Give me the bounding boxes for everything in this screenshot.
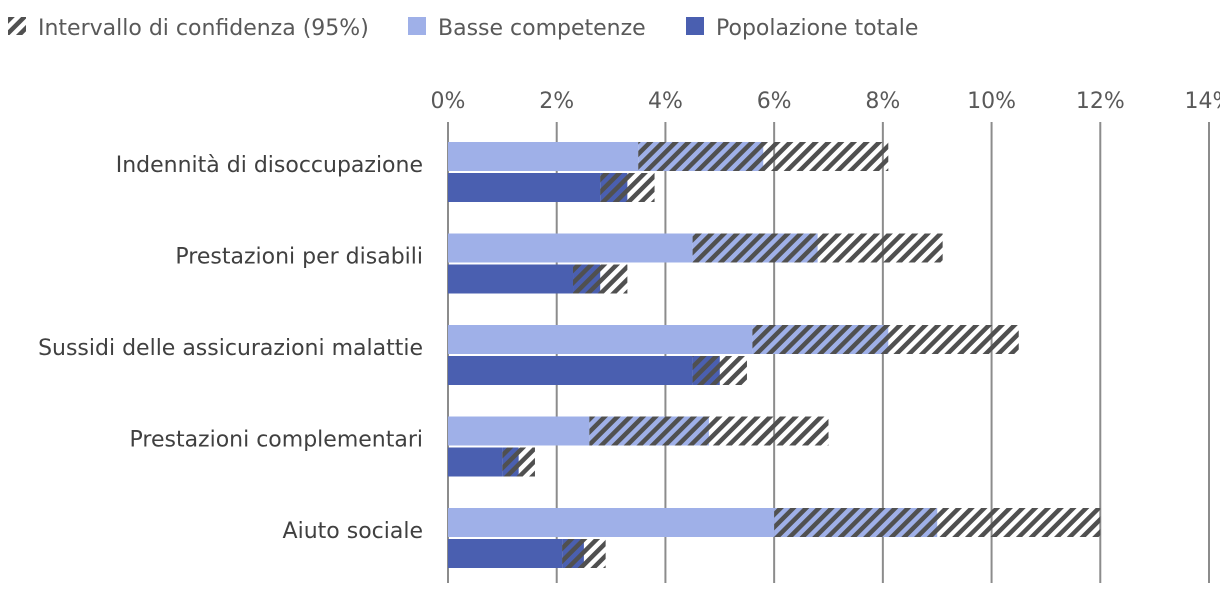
x-tick-label-8: 8%	[865, 89, 900, 114]
x-tick-label-12: 12%	[1076, 89, 1125, 114]
legend-swatch-basse-competenze	[408, 17, 426, 35]
legend: Intervallo di confidenza (95%) Basse com…	[8, 16, 918, 41]
x-tick-label-2: 2%	[539, 89, 574, 114]
confidence-interval-popolazione-totale-sussidi-assicurazioni-malattie	[692, 356, 747, 385]
category-label-aiuto-sociale: Aiuto sociale	[283, 519, 423, 544]
x-tick-label-14: 14%	[1185, 89, 1220, 114]
legend-label-confidence-interval: Intervallo di confidenza (95%)	[38, 16, 369, 41]
bar-basse-competenze-prestazioni-complementari	[448, 416, 590, 446]
bar-basse-competenze-prestazioni-disabili	[448, 233, 693, 263]
bar-basse-competenze-indennita-disoccupazione	[448, 142, 639, 171]
x-tick-label-4: 4%	[648, 89, 683, 114]
bar-popolazione-totale-prestazioni-complementari	[448, 447, 503, 477]
bar-basse-competenze-aiuto-sociale	[448, 508, 775, 537]
legend-swatch-popolazione-totale	[686, 17, 704, 35]
bar-popolazione-totale-aiuto-sociale	[448, 539, 563, 568]
confidence-interval-popolazione-totale-prestazioni-disabili	[573, 264, 628, 294]
legend-label-basse-competenze: Basse competenze	[438, 16, 646, 41]
x-axis-ticks: 0% 2% 4% 6% 8% 10% 12% 14%	[431, 89, 1220, 114]
confidence-interval-popolazione-totale-aiuto-sociale	[562, 539, 606, 568]
confidence-interval-popolazione-totale-indennita-disoccupazione	[600, 173, 655, 202]
confidence-interval-popolazione-totale-prestazioni-complementari	[502, 447, 535, 477]
bar-basse-competenze-sussidi-assicurazioni-malattie	[448, 325, 753, 354]
confidence-interval-basse-competenze-sussidi-assicurazioni-malattie	[752, 325, 1019, 354]
category-label-prestazioni-disabili: Prestazioni per disabili	[175, 245, 423, 270]
legend-item-confidence-interval: Intervallo di confidenza (95%)	[8, 16, 369, 41]
legend-swatch-hatched	[8, 17, 26, 35]
confidence-interval-basse-competenze-prestazioni-complementari	[589, 416, 829, 446]
confidence-interval-basse-competenze-aiuto-sociale	[774, 508, 1101, 537]
category-label-prestazioni-complementari: Prestazioni complementari	[130, 428, 424, 453]
bar-popolazione-totale-sussidi-assicurazioni-malattie	[448, 356, 693, 385]
category-label-sussidi-assicurazioni-malattie: Sussidi delle assicurazioni malattie	[38, 336, 423, 361]
x-tick-label-0: 0%	[431, 89, 466, 114]
x-tick-label-10: 10%	[967, 89, 1016, 114]
x-tick-label-6: 6%	[757, 89, 792, 114]
confidence-interval-basse-competenze-prestazioni-disabili	[692, 233, 943, 263]
legend-item-popolazione-totale: Popolazione totale	[686, 16, 918, 41]
legend-label-popolazione-totale: Popolazione totale	[716, 16, 918, 41]
bar-popolazione-totale-indennita-disoccupazione	[448, 173, 601, 202]
legend-item-basse-competenze: Basse competenze	[408, 16, 646, 41]
confidence-interval-basse-competenze-indennita-disoccupazione	[638, 142, 889, 171]
bars	[448, 142, 1101, 568]
category-label-indennita-disoccupazione: Indennità di disoccupazione	[116, 153, 423, 178]
bar-popolazione-totale-prestazioni-disabili	[448, 264, 574, 294]
category-labels: Indennità di disoccupazione Prestazioni p…	[38, 153, 423, 544]
